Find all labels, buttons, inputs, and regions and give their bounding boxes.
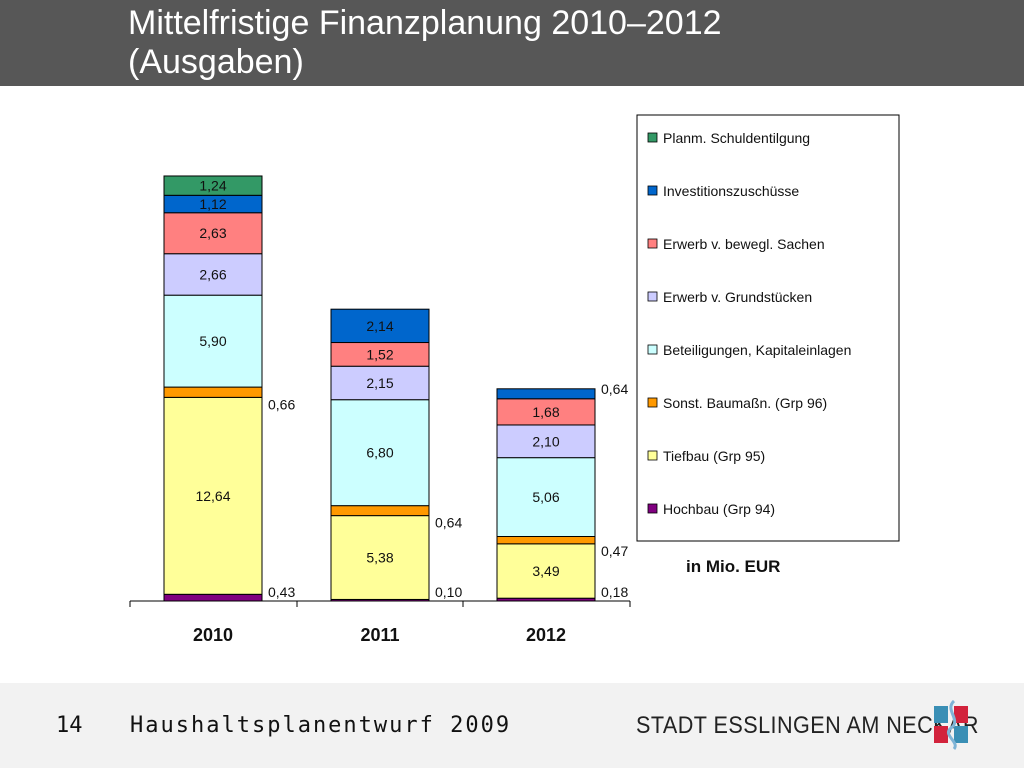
legend-swatch-sachen xyxy=(647,238,658,249)
legend-label-investitionszuschuesse: Investitionszuschüsse xyxy=(663,183,799,199)
bar-2010-tiefbau xyxy=(163,396,263,595)
bar-2010-grundstuecke xyxy=(163,253,263,296)
bar-2011-beteiligungen xyxy=(330,399,430,507)
x-tick-label-2012: 2012 xyxy=(526,625,566,645)
data-label-2010-tiefbau: 12,64 xyxy=(195,488,230,504)
unit-label: in Mio. EUR xyxy=(686,557,781,576)
bar-2010-sachen xyxy=(163,212,263,255)
legend-label-grundstuecke: Erwerb v. Grundstücken xyxy=(663,289,812,305)
bar-2012-beteiligungen xyxy=(496,457,596,537)
bar-2012-grundstuecke xyxy=(496,424,596,459)
header-bar xyxy=(0,0,1024,86)
data-label-2010-sonst: 0,66 xyxy=(268,396,295,412)
legend-label-hochbau: Hochbau (Grp 94) xyxy=(663,501,775,517)
data-label-2012-sachen: 1,68 xyxy=(532,404,559,420)
legend-label-sonst: Sonst. Baumaßn. (Grp 96) xyxy=(663,395,827,411)
data-label-2011-sachen: 1,52 xyxy=(366,346,393,362)
data-label-2012-tiefbau: 3,49 xyxy=(532,563,559,579)
bar-2011-investitionszuschuesse xyxy=(330,308,430,344)
data-label-2010-schuldentilgung: 1,24 xyxy=(199,178,226,194)
x-tick-label-2010: 2010 xyxy=(193,625,233,645)
data-label-2012-beteiligungen: 5,06 xyxy=(532,489,559,505)
bar-2010-hochbau xyxy=(163,593,263,602)
bar-2011-tiefbau xyxy=(330,515,430,600)
data-label-2011-hochbau: 0,10 xyxy=(435,584,462,600)
bar-2012-investitionszuschuesse xyxy=(496,388,596,400)
footer-bar xyxy=(0,683,1024,768)
title-line-1: Mittelfristige Finanzplanung 2010–2012 xyxy=(128,4,722,42)
data-label-2010-grundstuecke: 2,66 xyxy=(199,266,226,282)
data-label-2012-investitionszuschuesse: 0,64 xyxy=(601,381,628,397)
data-label-2011-investitionszuschuesse: 2,14 xyxy=(366,318,393,334)
city-logo-icon xyxy=(934,700,968,750)
bar-2012-sonst xyxy=(496,535,596,545)
legend-swatch-beteiligungen xyxy=(647,344,658,355)
title-line-2: (Ausgaben) xyxy=(128,43,304,81)
data-label-2012-grundstuecke: 2,10 xyxy=(532,433,559,449)
data-label-2011-grundstuecke: 2,15 xyxy=(366,375,393,391)
legend-box xyxy=(636,114,900,542)
data-label-2011-beteiligungen: 6,80 xyxy=(366,445,393,461)
bar-2011-grundstuecke xyxy=(330,365,430,401)
legend-swatch-investitionszuschuesse xyxy=(647,185,658,196)
city-name: STADT ESSLINGEN AM NECKAR xyxy=(636,712,979,739)
bar-2012-tiefbau xyxy=(496,543,596,599)
legend-label-schuldentilgung: Planm. Schuldentilgung xyxy=(663,130,810,146)
data-label-2010-beteiligungen: 5,90 xyxy=(199,333,226,349)
data-label-2010-sachen: 2,63 xyxy=(199,225,226,241)
legend-label-beteiligungen: Beteiligungen, Kapitaleinlagen xyxy=(663,342,851,358)
data-label-2012-sonst: 0,47 xyxy=(601,543,628,559)
legend-swatch-grundstuecke xyxy=(647,291,658,302)
data-label-2010-investitionszuschuesse: 1,12 xyxy=(199,196,226,212)
data-label-2012-hochbau: 0,18 xyxy=(601,584,628,600)
data-label-2011-tiefbau: 5,38 xyxy=(366,550,393,566)
legend-label-tiefbau: Tiefbau (Grp 95) xyxy=(663,448,765,464)
data-label-2011-sonst: 0,64 xyxy=(435,515,462,531)
footer-title: Haushaltsplanentwurf 2009 xyxy=(130,713,512,738)
legend-label-sachen: Erwerb v. bewegl. Sachen xyxy=(663,236,825,252)
legend-swatch-hochbau xyxy=(647,503,658,514)
legend-swatch-schuldentilgung xyxy=(647,132,658,143)
legend-swatch-tiefbau xyxy=(647,450,658,461)
bar-2011-sonst xyxy=(330,505,430,517)
stacked-bar-chart: 0,43 12,64 0,66 5,90 2,66 2,63 1,12 1,24 0,10 5,3… xyxy=(129,114,900,645)
bar-2012-sachen xyxy=(496,398,596,426)
bar-2010-schuldentilgung xyxy=(163,175,263,196)
x-tick-label-2011: 2011 xyxy=(360,625,399,645)
legend-swatch-sonst xyxy=(647,397,658,408)
bar-2010-sonst xyxy=(163,386,263,398)
data-label-2010-hochbau: 0,43 xyxy=(268,584,295,600)
slide-title: Mittelfristige Finanzplanung 2010–2012 (… xyxy=(128,4,722,82)
page-number: 14 xyxy=(56,713,83,738)
